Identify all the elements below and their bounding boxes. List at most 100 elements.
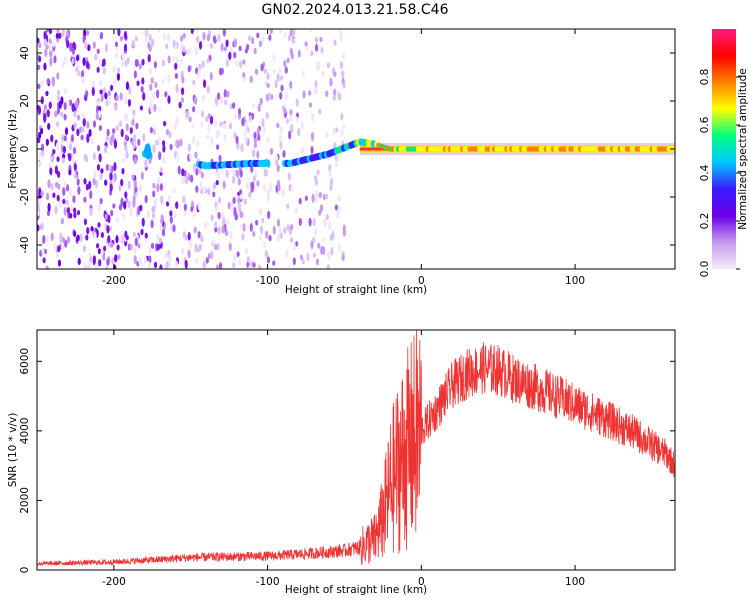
spectrogram-noise-cell (285, 118, 290, 124)
spectrogram-noise-cell (99, 197, 103, 205)
spectrogram-noise-cell (321, 245, 326, 256)
spectrogram-noise-cell (161, 59, 166, 67)
spectrogram-noise-cell (310, 145, 314, 155)
spectrogram-noise-cell (192, 106, 196, 113)
spectrogram-noise-cell (247, 265, 252, 269)
spectrogram-noise-cell (233, 254, 237, 262)
spectrogram-noise-cell (232, 196, 236, 205)
spectrogram-noise-cell (47, 202, 51, 212)
spectrogram-noise-cell (253, 131, 257, 139)
spectrogram-noise-cell (61, 61, 65, 68)
spectrogram-noise-cell (57, 259, 62, 267)
spectrogram-noise-cell (339, 60, 344, 70)
spectrogram-noise-cell (37, 37, 40, 44)
spectrogram-noise-cell (71, 156, 75, 164)
spectrogram-x-ticks: -200 -100 0 100 (102, 29, 585, 287)
spectrogram-y-tick-label: -40 (19, 236, 31, 253)
spectrogram-noise-cell (92, 120, 97, 128)
spectrogram-noise-cell (107, 235, 111, 244)
spectrogram-noise-cell (180, 35, 184, 42)
spectrogram-noise-cell (217, 34, 221, 42)
spectrogram-noise-cell (72, 41, 76, 50)
spectrogram-noise-cell (47, 179, 51, 189)
spectrogram-noise-cell (120, 197, 124, 207)
spectrogram-noise-cell (195, 168, 199, 176)
spectrogram-noise-cell (169, 143, 173, 151)
spectrogram-noise-cell (172, 39, 176, 48)
spectrogram-noise-cell (54, 181, 59, 188)
spectrogram-noise-cell (52, 192, 56, 198)
spectrogram-noise-cell (329, 77, 333, 87)
spectrogram-noise-cell (266, 72, 270, 81)
spectrogram-noise-cell (68, 154, 72, 162)
spectrogram-noise-cell (43, 113, 47, 122)
colorbar-tick-label: 0.2 (699, 213, 711, 230)
spectrogram-noise-cell (341, 70, 345, 79)
spectrogram-noise-cell (112, 128, 116, 134)
spectrogram-noise-cell (76, 209, 81, 216)
spectrogram-noise-cell (80, 134, 84, 141)
spectrogram-noise-cell (139, 204, 143, 212)
spectrogram-noise-cell (144, 159, 148, 168)
spectrogram-noise-cell (141, 217, 145, 227)
spectrogram-noise-cell (325, 90, 329, 98)
spectrogram-noise-cell (53, 242, 57, 252)
spectrogram-noise-cell (214, 221, 218, 229)
spectrogram-noise-cell (283, 227, 287, 234)
spectrogram-noise-cell (83, 196, 87, 203)
spectrogram-noise-cell (311, 112, 315, 122)
spectrogram-noise-cell (91, 86, 95, 97)
spectrogram-noise-cell (87, 262, 91, 269)
spectrogram-noise-cell (215, 205, 219, 215)
spectrogram-noise-cell (172, 55, 176, 61)
spectrogram-noise-cell (148, 246, 152, 254)
spectrogram-noise-cell (71, 103, 76, 113)
spectrogram-noise-cell (342, 82, 346, 89)
spectrogram-noise-cell (57, 245, 61, 253)
spectrogram-noise-cell (168, 131, 172, 139)
spectrogram-noise-cell (85, 60, 90, 69)
spectrogram-noise-cell (112, 65, 116, 73)
colorbar-gradient (712, 29, 736, 269)
spectrogram-noise-cell (49, 43, 53, 52)
spectrogram-noise-cell (88, 252, 92, 258)
spectrogram-noise-cell (249, 223, 253, 232)
spectrogram-noise-cell (94, 179, 99, 189)
spectrogram-noise-cell (138, 257, 142, 267)
spectrogram-noise-cell (144, 195, 148, 204)
spectrogram-noise-cell (161, 156, 166, 164)
spectrogram-noise-cell (268, 92, 272, 100)
spectrogram-noise-cell (328, 170, 332, 177)
spectrogram-noise-cell (118, 120, 123, 127)
spectrogram-noise-cell (133, 134, 137, 142)
spectrogram-noise-cell (297, 128, 301, 137)
spectrogram-noise-cell (184, 175, 189, 185)
spectrogram-noise-cell (153, 261, 158, 269)
spectrogram-noise-cell (148, 67, 153, 75)
spectrogram-noise-cell (228, 51, 232, 61)
spectrogram-noise-cell (148, 34, 152, 42)
spectrogram-noise-cell (236, 251, 240, 258)
spectrogram-noise-cell (140, 85, 144, 93)
spectrogram-noise-cell (105, 164, 109, 171)
spectrogram-noise-cell (81, 112, 85, 120)
spectrogram-noise-cell (261, 35, 265, 44)
spectrogram-noise-cell (244, 48, 248, 54)
spectrogram-noise-cell (150, 242, 155, 249)
spectrogram-noise-cell (108, 165, 112, 171)
spectrogram-noise-cell (45, 265, 49, 269)
spectrogram-noise-cell (83, 29, 87, 37)
spectrogram-noise-cell (207, 113, 211, 119)
spectrogram-noise-cell (282, 150, 286, 158)
spectrogram-noise-cell (203, 221, 208, 230)
spectrogram-noise-cell (174, 72, 178, 80)
spectrogram-noise-cell (93, 170, 97, 179)
spectrogram-noise-cell (300, 121, 304, 130)
spectrogram-noise-cell (298, 197, 302, 205)
spectrogram-noise-cell (187, 143, 191, 152)
spectrogram-noise-cell (56, 89, 61, 96)
spectrogram-noise-cell (186, 110, 190, 118)
spectrogram-noise-cell (286, 223, 290, 232)
spectrogram-noise-cell (238, 189, 243, 195)
